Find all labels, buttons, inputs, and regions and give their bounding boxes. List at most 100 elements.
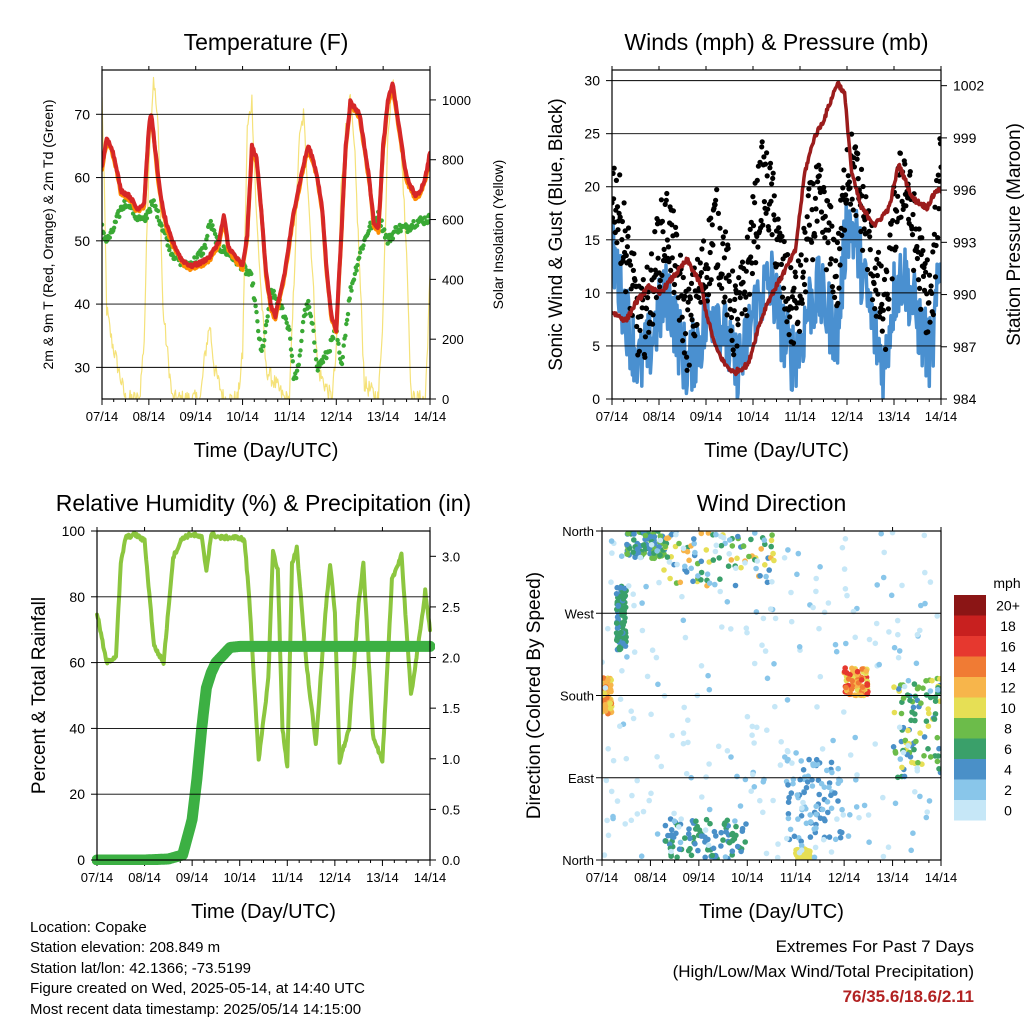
dewpoint-point	[310, 321, 315, 326]
direction-point	[729, 543, 736, 549]
gust-point	[719, 271, 725, 277]
direction-point	[629, 792, 635, 799]
plot-area	[97, 531, 430, 860]
dewpoint-point	[203, 245, 208, 251]
direction-point	[712, 581, 718, 588]
gust-point	[694, 256, 701, 262]
direction-point	[917, 730, 923, 736]
gust-point	[617, 214, 623, 220]
gust-point	[707, 249, 713, 256]
gust-point	[754, 177, 760, 183]
gust-point	[854, 156, 860, 162]
gust-point	[730, 268, 736, 274]
x-tick-label: 10/14	[737, 409, 770, 424]
gust-point	[889, 276, 895, 282]
gust-point	[872, 265, 878, 271]
gust-point	[631, 251, 637, 257]
direction-point	[839, 544, 846, 551]
direction-point	[676, 540, 682, 547]
gust-point	[732, 283, 739, 289]
direction-point	[835, 798, 841, 804]
gust-point	[687, 296, 694, 302]
direction-point	[605, 832, 612, 839]
direction-point	[767, 606, 774, 612]
direction-point	[915, 759, 921, 766]
direction-point	[889, 531, 896, 536]
series-solar-insolation	[102, 76, 430, 399]
direction-point	[634, 811, 641, 817]
dewpoint-point	[327, 349, 333, 354]
gust-point	[812, 233, 818, 239]
gust-point	[671, 281, 678, 288]
dewpoint-point	[312, 340, 317, 345]
direction-point	[798, 813, 805, 819]
gust-point	[750, 194, 756, 200]
direction-point	[872, 640, 879, 647]
y2-tick-label: 1002	[953, 78, 984, 94]
direction-point	[925, 706, 931, 712]
gust-point	[832, 294, 838, 300]
x-tick-label: 13/14	[878, 409, 911, 424]
direction-point	[658, 763, 665, 770]
series-group	[602, 531, 941, 860]
direction-point	[892, 800, 899, 807]
legend-swatch	[954, 656, 986, 677]
direction-point	[839, 806, 845, 813]
direction-point	[936, 745, 941, 752]
direction-point	[680, 740, 687, 747]
x-tick-label: 12/14	[319, 870, 352, 885]
gust-point	[726, 278, 732, 284]
direction-point	[834, 816, 840, 822]
direction-point	[713, 531, 719, 538]
direction-point	[680, 730, 687, 736]
direction-point	[789, 760, 795, 766]
direction-point	[881, 549, 887, 556]
gust-point	[937, 141, 941, 147]
dewpoint-point	[313, 348, 318, 354]
direction-point	[932, 698, 939, 704]
direction-point	[772, 703, 778, 710]
gust-point	[923, 269, 929, 275]
direction-point	[607, 700, 613, 707]
x-tick-label: 13/14	[367, 409, 400, 424]
direction-point	[744, 629, 750, 636]
direction-point	[687, 835, 693, 842]
gust-point	[748, 254, 754, 260]
direction-point	[726, 551, 732, 557]
direction-point	[816, 791, 822, 798]
gust-point	[658, 197, 665, 203]
dewpoint-point	[382, 227, 387, 232]
gust-point	[878, 263, 884, 269]
gust-point	[909, 232, 916, 238]
gust-point	[744, 313, 750, 319]
direction-point	[865, 812, 872, 818]
direction-point	[922, 569, 928, 576]
direction-point	[713, 833, 719, 839]
dewpoint-point	[357, 250, 363, 255]
direction-point	[927, 754, 934, 760]
dewpoint-point	[348, 285, 353, 290]
gust-point	[703, 284, 709, 290]
gust-point	[796, 328, 803, 334]
gust-point	[659, 272, 665, 278]
dewpoint-point	[194, 255, 200, 260]
direction-point	[803, 784, 810, 791]
direction-point	[733, 823, 739, 830]
plot-area	[102, 70, 430, 399]
direction-point	[702, 854, 708, 860]
direction-point	[607, 705, 614, 712]
direction-point	[922, 600, 928, 607]
direction-point	[757, 573, 763, 579]
direction-point	[649, 555, 655, 561]
gust-point	[686, 286, 692, 292]
gust-point	[708, 277, 714, 283]
direction-point	[656, 579, 662, 586]
gust-point	[681, 350, 688, 356]
x-tick-label: 07/14	[86, 409, 119, 424]
direction-point	[760, 809, 766, 816]
direction-point	[737, 803, 744, 809]
direction-point	[899, 764, 905, 771]
direction-point	[698, 569, 705, 576]
x-tick-label: 09/14	[176, 870, 209, 885]
gust-point	[897, 150, 904, 156]
